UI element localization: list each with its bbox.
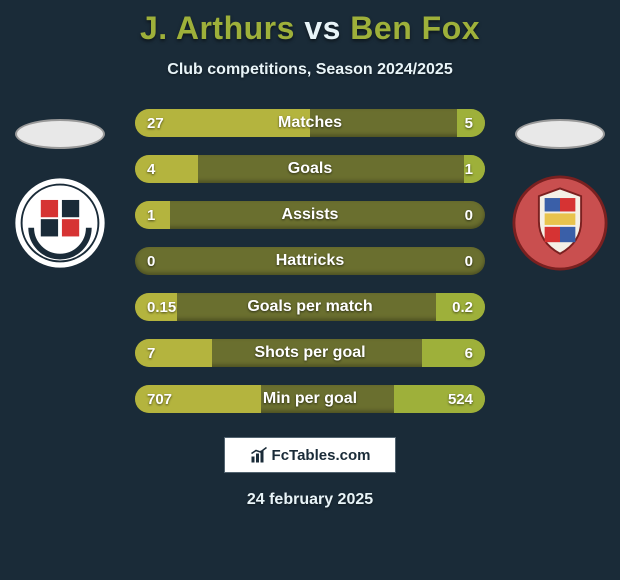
stat-label: Assists [135,206,485,224]
player1-flag-icon [15,119,105,149]
stat-bar: 41Goals [135,155,485,183]
stat-label: Goals [135,160,485,178]
stat-label: Goals per match [135,298,485,316]
stat-bar: 707524Min per goal [135,385,485,413]
subtitle: Club competitions, Season 2024/2025 [0,61,620,79]
vs-text: vs [304,10,341,46]
comparison-card: J. Arthurs vs Ben Fox Club competitions,… [0,0,620,580]
player1-name: J. Arthurs [140,10,295,46]
chart-icon [250,446,268,464]
player1-club-badge-icon [12,175,108,271]
stat-bars-container: 275Matches 41Goals 10Assists 00Hattricks 0.1… [135,109,485,413]
stat-label: Min per goal [135,390,485,408]
stat-bar: 275Matches [135,109,485,137]
stat-bar: 0.150.2Goals per match [135,293,485,321]
stat-bar: 00Hattricks [135,247,485,275]
player2-club-badge-icon [512,175,608,271]
stat-bar: 10Assists [135,201,485,229]
player2-name: Ben Fox [350,10,480,46]
site-logo: FcTables.com [224,437,396,473]
content-area: 275Matches 41Goals 10Assists 00Hattricks 0.1… [0,109,620,413]
player1-column [0,119,120,271]
footer-date: 24 february 2025 [0,491,620,509]
player2-flag-icon [515,119,605,149]
page-title: J. Arthurs vs Ben Fox [0,0,620,47]
stat-label: Hattricks [135,252,485,270]
stat-bar: 76Shots per goal [135,339,485,367]
stat-label: Shots per goal [135,344,485,362]
site-logo-text: FcTables.com [272,447,371,464]
player2-column [500,119,620,271]
stat-label: Matches [135,114,485,132]
